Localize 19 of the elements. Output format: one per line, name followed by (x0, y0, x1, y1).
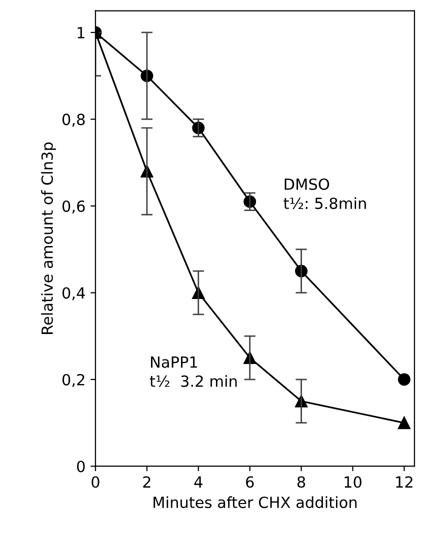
annotation: t½ 3.2 min (150, 375, 237, 387)
y-tick-label: 0,8 (62, 114, 85, 127)
x-tick-label: 0 (92, 476, 100, 488)
y-axis-title: Relative amount of Cln3p (41, 142, 56, 334)
y-tick-label: 1 (78, 27, 84, 38)
x-tick-label: 12 (396, 476, 412, 488)
annotation: t½: 5.8min (284, 197, 366, 210)
x-tick-label: 4 (194, 476, 202, 488)
text: DMSO (284, 178, 330, 190)
x-tick-label: 10 (344, 476, 362, 488)
y-tick-label: 0 (77, 460, 85, 472)
text: NaPP1 (151, 356, 198, 368)
x-tick-label: 2 (143, 476, 150, 488)
x-tick-label: 8 (297, 476, 306, 488)
y-tick-label: 0,4 (62, 287, 85, 300)
x-tick-label: 6 (246, 476, 254, 488)
y-tick-label: 0,2 (62, 374, 84, 388)
y-tick-label: 0,6 (62, 200, 85, 214)
x-axis-title: Minutes after CHX addition (154, 496, 357, 508)
